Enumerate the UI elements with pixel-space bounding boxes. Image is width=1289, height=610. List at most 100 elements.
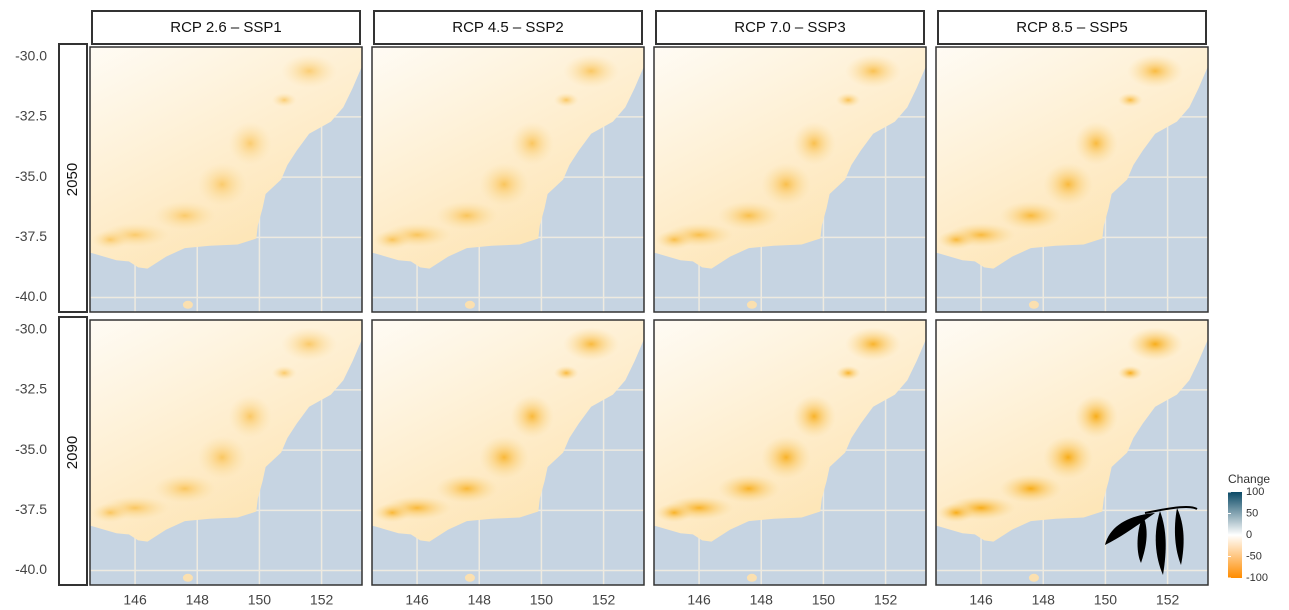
panel-border xyxy=(935,319,1209,586)
change-area xyxy=(937,230,975,250)
eucalyptus-icon xyxy=(1105,505,1198,575)
legend-tick-label: 100 xyxy=(1246,486,1264,498)
column-strip xyxy=(373,10,643,45)
change-area xyxy=(1127,327,1184,361)
change-area xyxy=(835,92,861,108)
change-area xyxy=(435,201,498,231)
change-area xyxy=(281,54,338,88)
y-tick-label: -40.0 xyxy=(15,288,47,304)
panel-border xyxy=(371,46,645,313)
map-panel xyxy=(90,320,362,585)
legend-tick-label: -100 xyxy=(1246,572,1268,584)
legend-tick-label: 50 xyxy=(1246,507,1258,519)
change-area xyxy=(553,365,579,381)
y-tick-label: -40.0 xyxy=(15,561,47,577)
legend-tick-label: -50 xyxy=(1246,550,1262,562)
change-area xyxy=(228,121,272,166)
island xyxy=(746,573,757,582)
panels: -30.0 -32.5 -35.0 -37.5 -40.0 2050 -30.0 -32.5 -… xyxy=(15,10,1270,608)
island xyxy=(1028,300,1039,309)
change-area xyxy=(153,201,216,231)
change-area xyxy=(479,435,529,479)
change-area xyxy=(761,162,811,206)
column-label: RCP 7.0 – SSP3 xyxy=(734,19,845,36)
legend-title: Change xyxy=(1228,472,1270,486)
column-label: RCP 4.5 – SSP2 xyxy=(452,19,563,36)
leaf xyxy=(1137,515,1147,563)
x-tick-label: 152 xyxy=(1156,592,1180,608)
panel-border xyxy=(371,319,645,586)
column-label: RCP 8.5 – SSP5 xyxy=(1016,19,1127,36)
x-tick-label: 152 xyxy=(310,592,334,608)
row-strip xyxy=(58,43,88,313)
row-label: 2050 xyxy=(64,163,81,196)
panel-border xyxy=(935,46,1209,313)
panel-border xyxy=(89,319,363,586)
change-area xyxy=(281,327,338,361)
change-area xyxy=(563,54,620,88)
column-strip xyxy=(91,10,361,45)
column-strip xyxy=(655,10,925,45)
change-area xyxy=(271,365,297,381)
change-area xyxy=(153,474,216,504)
map-panel xyxy=(90,47,362,312)
x-tick-label: 150 xyxy=(530,592,554,608)
colorbar xyxy=(1228,492,1242,578)
leaf xyxy=(1155,511,1166,575)
panel-border xyxy=(653,319,927,586)
x-tick-label: 146 xyxy=(123,592,147,608)
x-tick-label: 152 xyxy=(592,592,616,608)
row-label: 2090 xyxy=(64,436,81,469)
x-tick-label: 152 xyxy=(874,592,898,608)
x-tick-label: 146 xyxy=(405,592,429,608)
x-tick-label: 148 xyxy=(750,592,774,608)
column-strip xyxy=(937,10,1207,45)
change-area xyxy=(717,474,780,504)
row-strip xyxy=(58,316,88,586)
column-label: RCP 2.6 – SSP1 xyxy=(170,19,281,36)
island xyxy=(464,300,475,309)
map-panel xyxy=(372,320,644,585)
change-area xyxy=(999,474,1062,504)
x-tick-label: 148 xyxy=(186,592,210,608)
change-area xyxy=(563,327,620,361)
map-panel xyxy=(372,47,644,312)
island xyxy=(182,300,193,309)
y-tick-label: -30.0 xyxy=(15,320,47,336)
twig xyxy=(1144,505,1198,514)
legend-tick-label: 0 xyxy=(1246,529,1252,541)
x-tick-label: 146 xyxy=(687,592,711,608)
map-panel xyxy=(654,320,926,585)
change-area xyxy=(1127,54,1184,88)
change-area xyxy=(510,121,554,166)
x-tick-label: 148 xyxy=(468,592,492,608)
change-area xyxy=(1117,365,1143,381)
y-tick-label: -32.5 xyxy=(15,381,47,397)
island xyxy=(182,573,193,582)
panel-border xyxy=(89,46,363,313)
y-tick-label: -32.5 xyxy=(15,108,47,124)
panel-border xyxy=(653,46,927,313)
change-area xyxy=(1043,162,1093,206)
y-tick-label: -30.0 xyxy=(15,47,47,63)
map-panel xyxy=(936,47,1208,312)
island xyxy=(1028,573,1039,582)
x-tick-label: 146 xyxy=(969,592,993,608)
x-tick-label: 150 xyxy=(812,592,836,608)
island xyxy=(746,300,757,309)
change-area xyxy=(271,92,297,108)
change-area xyxy=(937,503,975,523)
change-area xyxy=(655,230,693,250)
change-area xyxy=(1074,121,1118,166)
change-area xyxy=(845,54,902,88)
change-area xyxy=(999,201,1062,231)
change-area xyxy=(761,435,811,479)
map-panel xyxy=(936,320,1208,585)
change-area xyxy=(1074,394,1118,439)
change-area xyxy=(1117,92,1143,108)
change-area xyxy=(479,162,529,206)
change-area xyxy=(435,474,498,504)
change-area xyxy=(373,230,411,250)
change-area xyxy=(91,503,129,523)
